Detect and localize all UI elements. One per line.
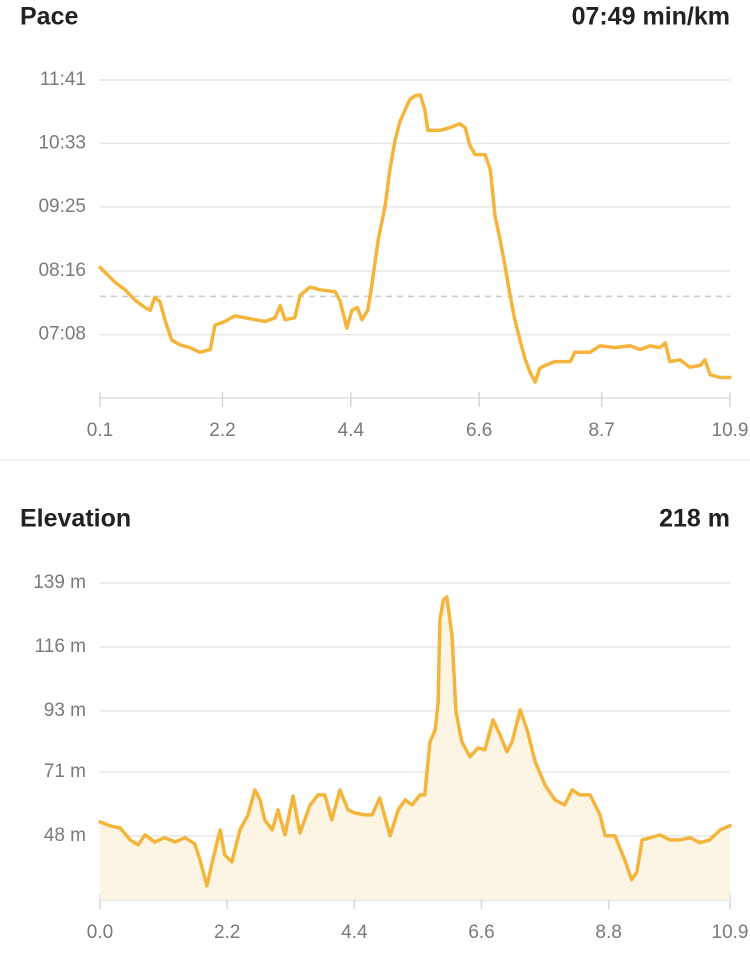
y-tick-label: 48 m	[44, 825, 86, 846]
chart-title: Elevation	[20, 505, 131, 533]
y-tick-label: 11:41	[40, 69, 86, 90]
x-tick-label: 0.0	[87, 922, 113, 943]
x-tick-label: 2.2	[209, 420, 235, 441]
x-tick-label: 8.8	[595, 922, 621, 943]
x-tick-label: 8.7	[588, 420, 614, 441]
summary-value: 218 m	[659, 505, 730, 533]
x-tick-label: 10.9	[712, 922, 749, 943]
x-tick-label: 6.6	[466, 420, 492, 441]
x-tick-label: 6.6	[468, 922, 494, 943]
x-tick-label: 4.4	[338, 420, 365, 441]
data-line	[98, 595, 732, 888]
data-line	[98, 93, 732, 384]
x-tick-label: 0.1	[87, 420, 113, 441]
y-tick-label: 09:25	[38, 196, 86, 217]
y-tick-label: 139 m	[33, 572, 86, 593]
y-tick-label: 116 m	[35, 636, 86, 657]
y-tick-label: 71 m	[44, 761, 86, 782]
chart-title: Pace	[20, 3, 78, 31]
x-tick-label: 4.4	[341, 922, 368, 943]
summary-value: 07:49 min/km	[572, 3, 730, 31]
y-tick-label: 93 m	[44, 700, 86, 721]
y-tick-label: 07:08	[38, 324, 86, 345]
y-tick-label: 10:33	[38, 132, 86, 153]
y-tick-label: 08:16	[38, 260, 86, 281]
area-fill	[100, 596, 730, 900]
x-tick-label: 10.9	[712, 420, 749, 441]
x-tick-label: 2.2	[214, 922, 240, 943]
